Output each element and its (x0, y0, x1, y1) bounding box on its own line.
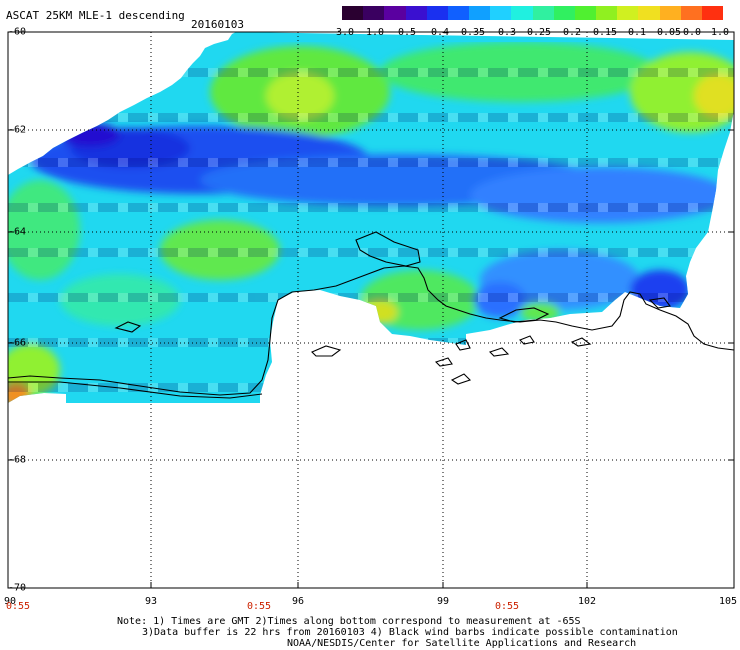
color-tick-label: -3.0 (329, 27, 355, 38)
color-tick-label: 1.0 (710, 27, 730, 38)
latitude-label: -62 (8, 124, 27, 136)
latitude-label: -64 (8, 226, 27, 238)
tick-marks (8, 129, 734, 588)
color-swatch (447, 6, 470, 20)
color-tick-label: -0.3 (491, 27, 517, 38)
color-tick-label: 0.0 (682, 27, 702, 38)
color-swatch (617, 6, 639, 20)
color-tick-label: -0.1 (621, 27, 647, 38)
swath-data (8, 32, 734, 403)
coastline (7, 231, 735, 399)
color-swatch (532, 6, 554, 20)
color-swatch (490, 6, 512, 20)
color-tick-label: -0.05 (650, 27, 682, 38)
color-swatch (426, 6, 448, 20)
color-tick-label: -0.15 (586, 27, 618, 38)
grid-lines (8, 32, 734, 588)
note-line-1: Note: 1) Times are GMT 2)Times along bot… (117, 616, 581, 627)
time-label: 0:55 (246, 601, 272, 612)
longitude-label: 105 (718, 596, 738, 607)
longitude-label: 102 (577, 596, 597, 607)
latitude-label: -66 (8, 337, 27, 349)
chart-title: ASCAT 25KM MLE-1 descending (6, 9, 185, 22)
color-swatch (511, 6, 533, 20)
plot-frame (7, 31, 735, 589)
color-tick-label: -0.25 (520, 27, 552, 38)
latitude-label: -60 (8, 26, 27, 38)
latitude-label: -70 (8, 582, 27, 594)
credit-line: NOAA/NESDIS/Center for Satellite Applica… (287, 638, 637, 649)
color-tick-label: -0.5 (391, 27, 417, 38)
color-swatch (659, 6, 681, 20)
color-swatch (553, 6, 575, 20)
color-swatch (469, 6, 491, 20)
color-swatch (701, 6, 724, 20)
note-line-2: 3)Data buffer is 22 hrs from 20160103 4)… (142, 627, 678, 638)
longitude-label: 90 (3, 596, 17, 607)
color-tick-label: -0.35 (454, 27, 486, 38)
color-tick-label: -0.4 (424, 27, 450, 38)
color-tick-label: -0.2 (556, 27, 582, 38)
color-swatch (638, 6, 660, 20)
color-swatch (596, 6, 618, 20)
longitude-label: 93 (144, 596, 158, 607)
color-swatch (405, 6, 427, 20)
time-label: 0:55 (5, 601, 31, 612)
color-swatch (574, 6, 597, 20)
time-label: 0:55 (494, 601, 520, 612)
color-scale-bar (342, 6, 724, 20)
color-swatch (363, 6, 385, 20)
color-swatch (384, 6, 406, 20)
chart-date: 20160103 (191, 18, 244, 31)
longitude-label: 99 (436, 596, 450, 607)
color-tick-label: -1.0 (359, 27, 385, 38)
color-swatch (680, 6, 702, 20)
longitude-label: 96 (291, 596, 305, 607)
latitude-label: -68 (8, 454, 27, 466)
color-swatch (342, 6, 364, 20)
